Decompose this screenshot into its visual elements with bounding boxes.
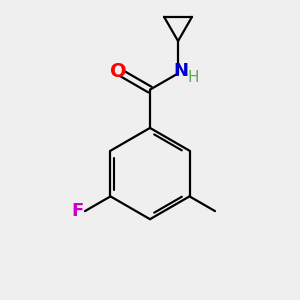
Text: H: H — [188, 70, 199, 85]
Text: O: O — [110, 62, 127, 82]
Text: F: F — [71, 202, 84, 220]
Text: N: N — [173, 62, 188, 80]
